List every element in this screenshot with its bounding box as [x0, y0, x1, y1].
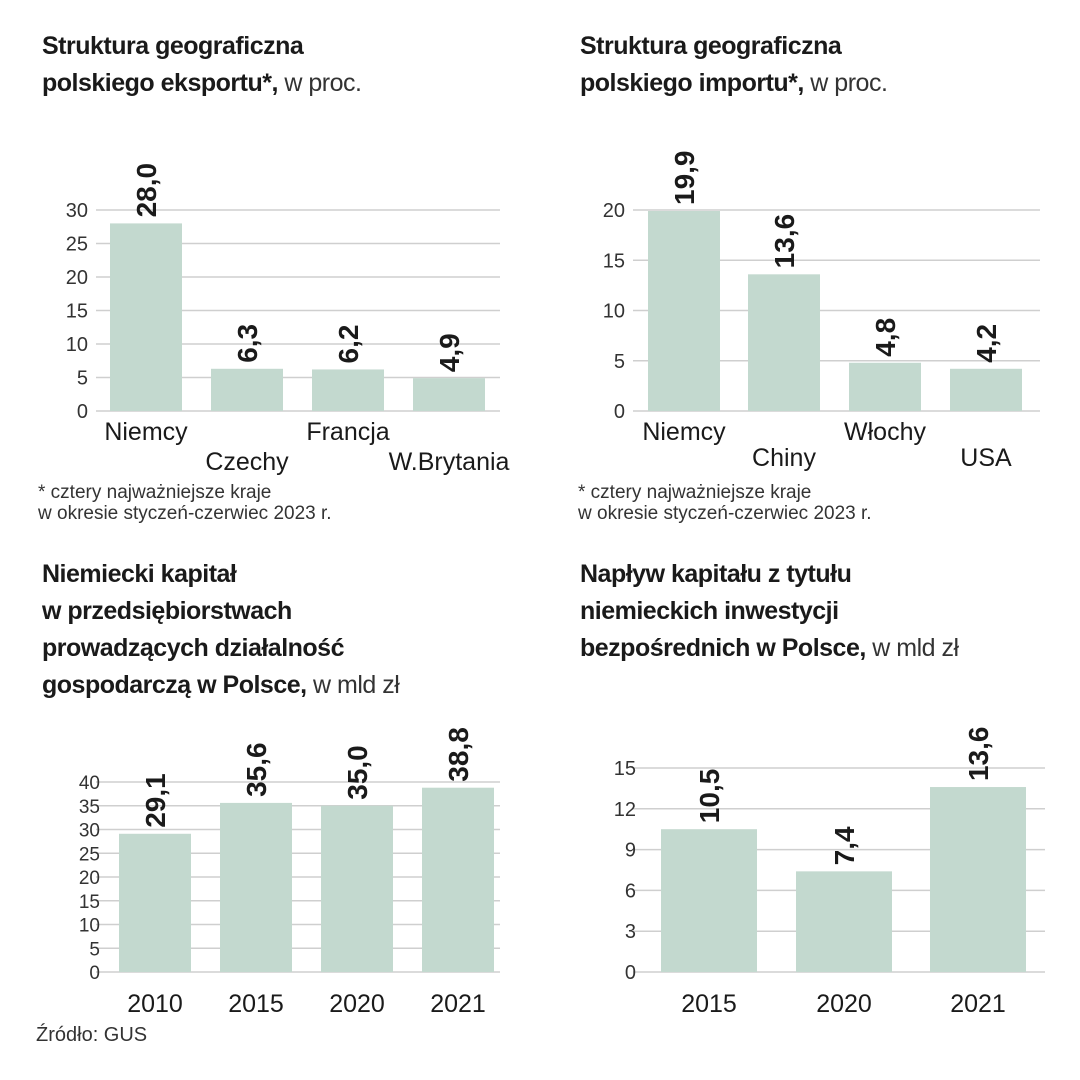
y-tick-label: 30: [79, 821, 100, 842]
source-note: Źródło: GUS: [36, 1024, 148, 1046]
y-tick-label: 6: [625, 880, 636, 902]
bar: [110, 223, 182, 411]
y-tick-label: 20: [66, 267, 88, 289]
bar: [321, 805, 393, 972]
note-export: * cztery najważniejsze kraje w okresie s…: [38, 482, 332, 524]
y-tick-label: 25: [79, 844, 100, 865]
y-tick-label: 15: [614, 758, 636, 780]
note-line-2: w okresie styczeń-czerwiec 2023 r.: [578, 503, 872, 524]
category-label: 2021: [950, 990, 1006, 1018]
y-tick-label: 0: [614, 401, 625, 423]
category-label: Francja: [306, 418, 389, 446]
bar: [220, 802, 292, 972]
value-label: 6,3: [232, 324, 263, 363]
value-label: 6,2: [333, 325, 364, 364]
category-label: W.Brytania: [389, 448, 510, 476]
category-label: USA: [960, 444, 1012, 472]
y-tick-label: 15: [79, 892, 100, 913]
title-unit: w proc.: [803, 69, 888, 97]
bar: [930, 787, 1026, 972]
y-tick-label: 15: [66, 301, 88, 323]
value-label: 19,9: [669, 151, 700, 206]
chart-title: Struktura geograficzna polskiego importu*…: [580, 28, 888, 102]
bar: [648, 211, 720, 411]
value-label: 29,1: [140, 773, 171, 828]
value-label: 38,8: [443, 727, 474, 782]
title-line: niemieckich inwestycji: [580, 597, 839, 625]
bar: [413, 378, 485, 411]
chart-title: Napływ kapitału z tytułu niemieckich inwe…: [580, 556, 959, 667]
value-label: 35,0: [342, 745, 373, 800]
y-tick-label: 35: [79, 797, 100, 818]
y-tick-label: 20: [603, 200, 625, 222]
y-tick-label: 40: [79, 773, 100, 794]
title-unit: w mld zł: [306, 671, 400, 699]
y-tick-label: 30: [66, 200, 88, 222]
bar: [950, 368, 1022, 411]
category-label: 2020: [329, 990, 385, 1018]
category-label: Niemcy: [104, 418, 188, 446]
y-tick-label: 5: [77, 368, 88, 390]
chart-title: Struktura geograficzna polskiego eksportu…: [42, 28, 362, 102]
bar: [661, 829, 757, 972]
value-label: 7,4: [829, 826, 860, 865]
value-label: 13,6: [769, 214, 800, 269]
title-line: Struktura geograficzna: [580, 32, 842, 60]
title-unit: w proc.: [277, 69, 362, 97]
bar: [796, 871, 892, 972]
note-line-2: w okresie styczeń-czerwiec 2023 r.: [38, 503, 332, 524]
value-label: 4,9: [434, 333, 465, 372]
category-label: Czechy: [205, 448, 289, 476]
category-label: 2015: [228, 990, 284, 1018]
title-line: polskiego eksportu*,: [42, 69, 278, 97]
y-tick-label: 15: [603, 250, 625, 272]
value-label: 10,5: [694, 769, 725, 824]
category-label: 2015: [681, 990, 737, 1018]
note-line-1: * cztery najważniejsze kraje: [578, 482, 812, 503]
category-label: Niemcy: [642, 418, 726, 446]
title-unit: w mld zł: [865, 634, 959, 662]
bar: [422, 787, 494, 972]
y-tick-label: 0: [77, 401, 88, 423]
value-label: 13,6: [963, 727, 994, 782]
bar: [312, 369, 384, 411]
y-tick-label: 0: [625, 962, 636, 984]
y-tick-label: 10: [79, 916, 100, 937]
bar: [849, 362, 921, 411]
value-label: 4,8: [870, 318, 901, 357]
title-line: Struktura geograficzna: [42, 32, 304, 60]
y-tick-label: 9: [625, 840, 636, 862]
y-tick-label: 5: [89, 939, 100, 960]
category-label: 2010: [127, 990, 183, 1018]
bar: [119, 833, 191, 972]
chart-title: Niemiecki kapitał w przedsiębiorstwach pro…: [42, 556, 400, 704]
title-line: Niemiecki kapitał: [42, 560, 237, 588]
value-label: 28,0: [131, 163, 162, 218]
category-label: 2020: [816, 990, 872, 1018]
y-tick-label: 10: [66, 334, 88, 356]
title-line: Napływ kapitału z tytułu: [580, 560, 852, 588]
value-label: 4,2: [971, 324, 1002, 363]
y-tick-label: 20: [79, 868, 100, 889]
category-label: Chiny: [752, 444, 816, 472]
y-tick-label: 3: [625, 921, 636, 943]
title-line: w przedsiębiorstwach: [42, 597, 292, 625]
y-tick-label: 0: [89, 963, 100, 984]
note-import: * cztery najważniejsze kraje w okresie s…: [578, 482, 872, 524]
y-tick-label: 10: [603, 301, 625, 323]
title-line: gospodarczą w Polsce,: [42, 671, 307, 699]
title-line: bezpośrednich w Polsce,: [580, 634, 866, 662]
bar: [211, 368, 283, 411]
category-label: Włochy: [844, 418, 926, 446]
note-line-1: * cztery najważniejsze kraje: [38, 482, 272, 503]
title-line: prowadzących działalność: [42, 634, 345, 662]
value-label: 35,6: [241, 742, 272, 797]
title-line: polskiego importu*,: [580, 69, 804, 97]
y-tick-label: 12: [614, 799, 636, 821]
y-tick-label: 5: [614, 351, 625, 373]
bar: [748, 274, 820, 411]
y-tick-label: 25: [66, 234, 88, 256]
category-label: 2021: [430, 990, 486, 1018]
